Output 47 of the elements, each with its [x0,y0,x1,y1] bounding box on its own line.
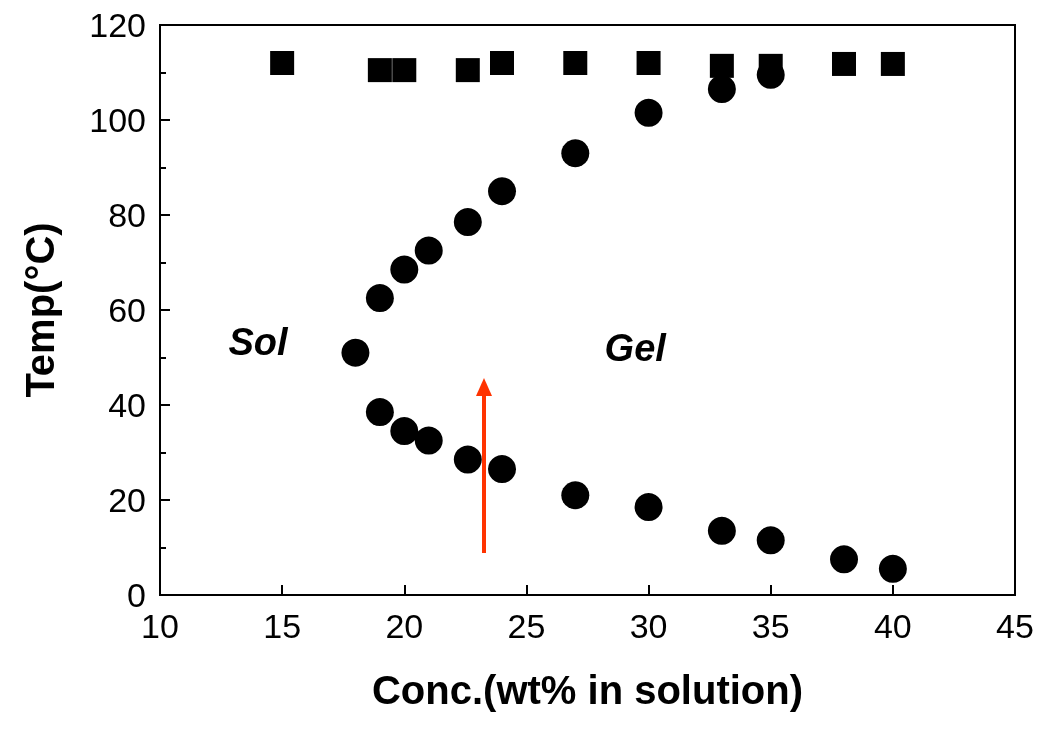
annotation: Sol [228,321,288,365]
x-axis-title: Conc.(wt% in solution) [371,668,804,712]
point [414,236,443,265]
point [341,338,370,367]
point [878,554,907,583]
point [561,481,590,510]
point [707,75,736,104]
y-tick-label: 40 [108,386,146,424]
x-tick-label: 40 [873,607,912,645]
x-tick-label: 30 [629,607,668,645]
annotation: Gel [604,327,666,371]
point [390,417,419,446]
point [414,426,443,455]
point [270,51,295,75]
point [634,98,663,127]
point [390,255,419,284]
x-tick-label: 45 [996,607,1034,645]
point [634,493,663,522]
point [563,51,588,75]
y-tick-label: 20 [108,481,146,519]
point [488,177,516,206]
x-tick-label: 15 [263,607,302,645]
y-axis-title: Temp(°C) [18,222,62,398]
point [490,51,514,75]
x-tick-label: 20 [385,607,424,645]
point [707,516,736,545]
point [367,58,392,83]
y-tick-label: 60 [108,291,146,329]
point [636,51,661,75]
y-tick-label: 120 [89,6,146,44]
point [365,398,394,427]
point [392,58,417,83]
point [709,53,734,78]
point [453,445,482,474]
x-tick-label: 35 [751,607,790,645]
point [830,545,858,574]
x-tick-label: 25 [507,607,546,645]
point [880,51,905,76]
point [488,455,516,484]
y-tick-label: 100 [89,101,146,139]
point [756,526,785,555]
point [561,139,590,168]
point [453,208,482,237]
point [832,51,856,76]
y-tick-label: 80 [108,196,146,234]
point [365,284,394,313]
point [455,58,480,83]
